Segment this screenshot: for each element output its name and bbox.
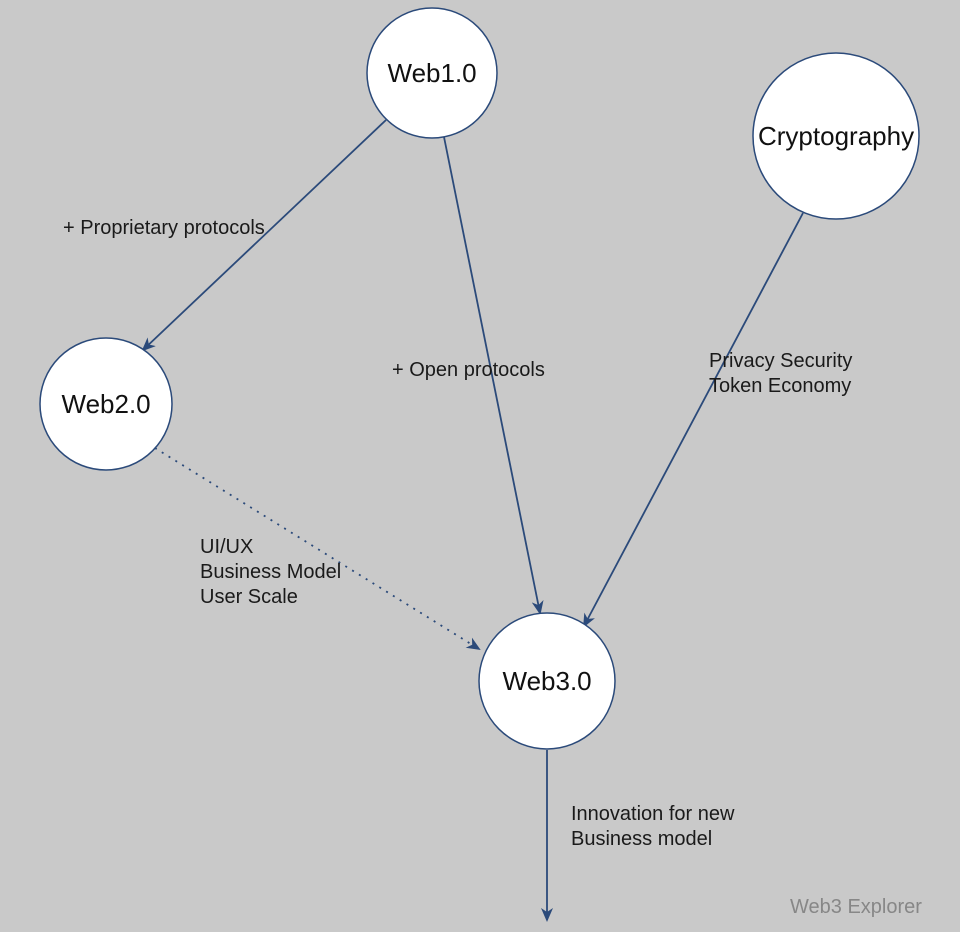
node-label-web3: Web3.0: [503, 665, 592, 698]
edge-label-e-web3-out: Innovation for new Business model: [571, 802, 734, 852]
edge-label-e-web2-web3: UI/UX Business Model User Scale: [200, 535, 341, 610]
watermark-text: Web3 Explorer: [790, 895, 922, 920]
edge-label-e-web1-web3: + Open protocols: [392, 358, 545, 383]
diagram-canvas: + Proprietary protocols + Open protocols P…: [0, 0, 960, 932]
node-label-web1: Web1.0: [388, 57, 477, 90]
node-label-crypto: Cryptography: [758, 120, 914, 153]
edge-label-e-web1-web2: + Proprietary protocols: [63, 216, 265, 241]
node-label-web2: Web2.0: [62, 388, 151, 421]
edge-e-crypto-web3: [584, 213, 803, 626]
edge-label-e-crypto-web3: Privacy Security Token Economy: [709, 349, 852, 399]
